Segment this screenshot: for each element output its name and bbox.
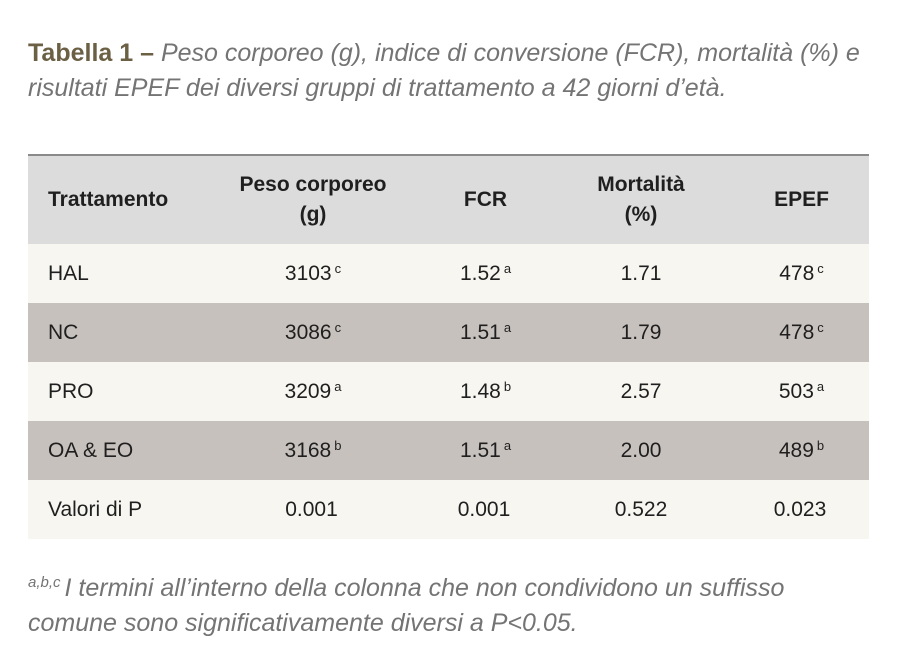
value: 3086 [284,321,332,344]
header-row: Trattamento Peso corporeo (g) FCR Mortal… [28,156,869,244]
superscript: b [334,438,342,453]
superscript: a [503,320,512,335]
cell-mortalita: 2.57 [620,379,662,403]
cell-fcr: 1.51 a [423,421,548,480]
cell-trattamento: HAL [48,261,89,285]
superscript: a [503,438,512,453]
superscript: a [816,379,825,394]
superscript: c [817,261,824,276]
cell-epef: 489 b [734,421,869,480]
value: 1.51 [459,321,501,344]
value: 503 [778,380,814,403]
header-mortalita-text: Mortalità (%) [597,173,685,226]
cell-peso: 3168 b [203,421,423,480]
superscript: a [334,379,342,394]
value: 0.023 [773,498,827,521]
cell-epef: 503 a [734,362,869,421]
value: 3103 [284,262,332,285]
superscript: a [503,261,512,276]
cell-fcr: 0.001 [423,480,548,539]
cell-epef: 478 c [734,303,869,362]
header-trattamento: Trattamento [48,188,169,211]
table-row: Valori di P 0.001 0.001 0.522 0.023 [28,480,869,539]
cell-peso: 0.001 [203,480,423,539]
cell-trattamento: OA & EO [48,438,134,462]
cell-trattamento: NC [48,320,79,344]
footnote-marker: a,b,c [28,574,61,591]
cell-epef: 478 c [734,244,869,303]
cell-mortalita: 1.71 [620,261,662,285]
cell-trattamento: Valori di P [48,497,143,521]
header-fcr: FCR [463,188,508,211]
cell-mortalita: 0.522 [614,497,668,521]
header-peso: Peso corporeo (g) [203,156,423,244]
data-table: Trattamento Peso corporeo (g) FCR Mortal… [28,156,869,539]
superscript: b [503,379,512,394]
table-top-rule [28,154,869,156]
value: 0.001 [285,498,338,521]
cell-mortalita: 2.00 [620,438,662,462]
superscript: c [334,320,342,335]
cell-fcr: 1.48 b [423,362,548,421]
cell-trattamento: PRO [48,379,94,403]
table-footnote: a,b,c I termini all’interno della colonna… [28,565,878,641]
superscript: c [817,320,824,335]
cell-fcr: 1.52 a [423,244,548,303]
value: 0.001 [457,498,511,521]
value: 1.51 [459,439,501,462]
cell-peso: 3103 c [203,244,423,303]
superscript: b [816,438,825,453]
results-table: Trattamento Peso corporeo (g) FCR Mortal… [28,154,869,539]
value: 489 [778,439,814,462]
footnote-text: I termini all’interno della colonna che … [28,574,785,637]
table-header: Trattamento Peso corporeo (g) FCR Mortal… [28,156,869,244]
header-epef: EPEF [774,188,829,211]
table-caption: Tabella 1 – Peso corporeo (g), indice di… [28,36,878,106]
value: 3209 [284,380,332,403]
cell-peso: 3209 a [203,362,423,421]
value: 3168 [284,439,332,462]
table-row: NC 3086 c 1.51 a 1.79 478 c [28,303,869,362]
value: 478 [779,262,815,285]
table-row: PRO 3209 a 1.48 b 2.57 503 a [28,362,869,421]
caption-text: Peso corporeo (g), indice di conversione… [28,39,860,102]
cell-epef: 0.023 [734,480,869,539]
caption-lead: Tabella 1 – [28,39,154,67]
table-row: OA & EO 3168 b 1.51 a 2.00 489 b [28,421,869,480]
cell-fcr: 1.51 a [423,303,548,362]
header-peso-text: Peso corporeo (g) [239,173,387,226]
table-row: HAL 3103 c 1.52 a 1.71 478 c [28,244,869,303]
superscript: c [334,261,342,276]
value: 478 [779,321,815,344]
cell-mortalita: 1.79 [620,320,662,344]
value: 1.52 [459,262,501,285]
cell-peso: 3086 c [203,303,423,362]
value: 1.48 [459,380,501,403]
header-mortalita: Mortalità (%) [548,156,734,244]
